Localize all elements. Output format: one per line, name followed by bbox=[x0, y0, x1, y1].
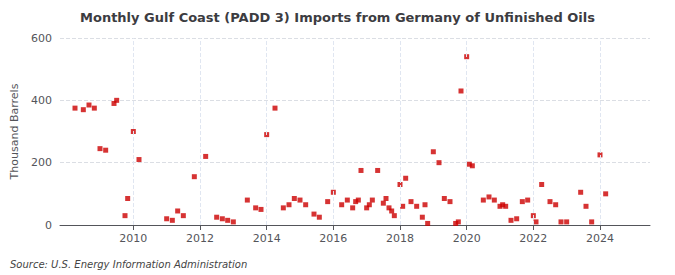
svg-text:2020: 2020 bbox=[453, 232, 481, 245]
svg-text:600: 600 bbox=[31, 32, 52, 45]
svg-text:Thousand Barrels: Thousand Barrels bbox=[8, 83, 21, 180]
svg-text:0: 0 bbox=[45, 219, 52, 232]
svg-text:2016: 2016 bbox=[319, 232, 347, 245]
svg-text:Source: U.S. Energy Informatio: Source: U.S. Energy Information Administ… bbox=[10, 259, 247, 270]
svg-text:2014: 2014 bbox=[253, 232, 281, 245]
svg-text:200: 200 bbox=[31, 156, 52, 169]
svg-text:400: 400 bbox=[31, 94, 52, 107]
svg-text:Monthly Gulf Coast (PADD 3) Im: Monthly Gulf Coast (PADD 3) Imports from… bbox=[80, 10, 595, 25]
svg-text:2022: 2022 bbox=[519, 232, 547, 245]
svg-text:2010: 2010 bbox=[119, 232, 147, 245]
svg-text:2018: 2018 bbox=[386, 232, 414, 245]
svg-text:2012: 2012 bbox=[186, 232, 214, 245]
svg-text:2024: 2024 bbox=[586, 232, 614, 245]
